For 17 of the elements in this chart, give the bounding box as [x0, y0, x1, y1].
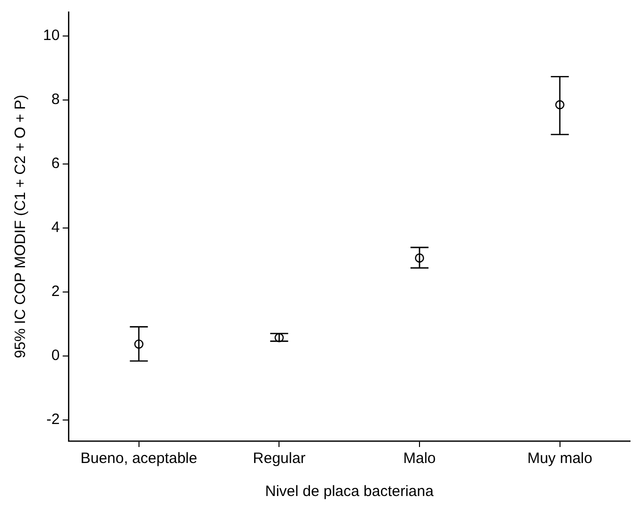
point [414, 253, 424, 263]
y-tick-label: 8 [51, 91, 60, 108]
y-tick-label: 4 [51, 219, 60, 236]
y-tick-label: 6 [51, 155, 60, 172]
point [274, 333, 284, 342]
point [555, 100, 564, 110]
x-axis-title: Nivel de placa bacteriana [265, 483, 434, 500]
y-tick-label: 2 [51, 283, 60, 300]
y-tick-label: 10 [42, 27, 60, 44]
x-tick-label: Malo [403, 450, 436, 468]
x-tick-label: Regular [252, 450, 306, 468]
y-axis-title: 95% IC COP MODIF (C1 + C2 + O + P) [12, 94, 30, 358]
x-tick-label: Muy malo [527, 450, 592, 468]
x-tick-label: Bueno, aceptable [80, 450, 198, 468]
y-tick-label: -2 [46, 411, 60, 428]
y-tick-label: 0 [51, 347, 60, 364]
point [134, 339, 144, 349]
